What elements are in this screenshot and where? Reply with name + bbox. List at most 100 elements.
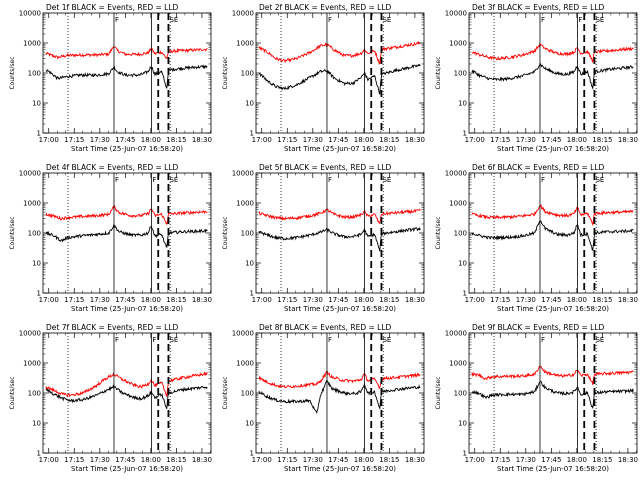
- y-tick-label: 1000: [449, 360, 467, 368]
- y-tick-label: 100: [241, 70, 254, 78]
- x-tick-label: 17:15: [490, 296, 510, 304]
- x-axis-label: Start Time (25-Jun-07 16:58:20): [497, 465, 609, 473]
- x-tick-label: 17:45: [541, 296, 561, 304]
- marker-label: F: [152, 176, 156, 184]
- panel-title: Det 2f BLACK = Events, RED = LLD: [259, 3, 392, 12]
- x-tick-label: 17:00: [39, 456, 59, 464]
- y-tick-label: 10: [458, 100, 467, 108]
- y-tick-label: 1: [250, 450, 254, 458]
- y-axis-label: Counts/sec: [222, 56, 229, 89]
- y-axis-label: Counts/sec: [222, 376, 229, 409]
- x-tick-label: 18:15: [379, 456, 399, 464]
- y-axis-label: Counts/sec: [435, 56, 442, 89]
- x-tick-label: 17:00: [465, 136, 485, 144]
- y-axis-label: Counts/sec: [435, 376, 442, 409]
- y-tick-label: 100: [454, 390, 467, 398]
- x-tick-label: 18:15: [166, 136, 186, 144]
- y-tick-label: 1000: [23, 200, 41, 208]
- marker-label: F: [328, 336, 332, 344]
- y-tick-label: 10: [458, 260, 467, 268]
- x-tick-label: 18:30: [405, 136, 425, 144]
- panel-3: Det 3f BLACK = Events, RED = LLD F F SE 1 10 1…: [435, 3, 638, 153]
- x-tick-label: 18:30: [618, 296, 638, 304]
- series-lld-line: [258, 40, 421, 65]
- series-events-line: [258, 379, 421, 414]
- marker-label: SE: [595, 16, 604, 24]
- x-tick-label: 17:45: [115, 296, 135, 304]
- y-tick-label: 10000: [232, 330, 254, 338]
- x-tick-label: 17:30: [90, 136, 110, 144]
- x-tick-label: 18:00: [141, 296, 161, 304]
- y-tick-label: 10: [32, 420, 41, 428]
- series-lld-line: [471, 203, 634, 227]
- marker-label: F: [541, 176, 545, 184]
- x-tick-label: 18:00: [141, 136, 161, 144]
- series-events-line: [45, 384, 208, 410]
- x-axis-label: Start Time (25-Jun-07 16:58:20): [71, 145, 183, 153]
- x-tick-label: 17:00: [252, 296, 272, 304]
- y-tick-label: 10000: [19, 170, 41, 178]
- x-tick-label: 18:30: [405, 296, 425, 304]
- series-lld-line: [45, 46, 208, 60]
- y-tick-label: 1: [37, 290, 41, 298]
- x-tick-label: 17:30: [303, 296, 323, 304]
- x-tick-label: 18:15: [592, 136, 612, 144]
- panel-title: Det 7f BLACK = Events, RED = LLD: [46, 323, 179, 332]
- series-lld-line: [258, 208, 421, 225]
- x-tick-label: 18:00: [567, 136, 587, 144]
- x-tick-label: 18:00: [354, 456, 374, 464]
- x-tick-label: 18:00: [567, 456, 587, 464]
- y-axis-label: Counts/sec: [435, 216, 442, 249]
- x-axis-label: Start Time (25-Jun-07 16:58:20): [71, 465, 183, 473]
- x-tick-label: 17:45: [328, 296, 348, 304]
- x-axis-label: Start Time (25-Jun-07 16:58:20): [284, 305, 396, 313]
- marker-label: SE: [382, 336, 391, 344]
- y-tick-label: 1: [37, 450, 41, 458]
- series-events-line: [45, 224, 208, 249]
- y-tick-label: 100: [28, 390, 41, 398]
- y-tick-label: 10: [458, 420, 467, 428]
- series-events-line: [471, 380, 634, 410]
- x-tick-label: 17:15: [64, 296, 84, 304]
- panel-title: Det 8f BLACK = Events, RED = LLD: [259, 323, 392, 332]
- x-axis-label: Start Time (25-Jun-07 16:58:20): [497, 305, 609, 313]
- panel-5: Det 5f BLACK = Events, RED = LLD F SE 1 10 10…: [222, 163, 425, 313]
- x-tick-label: 17:15: [64, 456, 84, 464]
- x-axis-label: Start Time (25-Jun-07 16:58:20): [284, 465, 396, 473]
- x-tick-label: 17:45: [541, 456, 561, 464]
- marker-label: SE: [169, 16, 178, 24]
- y-tick-label: 10: [32, 100, 41, 108]
- x-tick-label: 18:30: [192, 296, 212, 304]
- marker-label: F: [328, 16, 332, 24]
- y-tick-label: 100: [241, 390, 254, 398]
- x-tick-label: 18:00: [354, 296, 374, 304]
- marker-label: F: [115, 336, 119, 344]
- x-tick-label: 17:15: [64, 136, 84, 144]
- panel-8: Det 8f BLACK = Events, RED = LLD F SE 1 10 10…: [222, 323, 425, 473]
- marker-label: F: [541, 16, 545, 24]
- x-tick-label: 17:15: [490, 136, 510, 144]
- panel-2: Det 2f BLACK = Events, RED = LLD F SE 1 10 10…: [222, 3, 425, 153]
- marker-label: F: [115, 176, 119, 184]
- y-tick-label: 100: [28, 70, 41, 78]
- y-tick-label: 10000: [232, 10, 254, 18]
- y-tick-label: 10000: [19, 10, 41, 18]
- y-tick-label: 1000: [449, 200, 467, 208]
- x-tick-label: 17:30: [516, 456, 536, 464]
- y-tick-label: 1: [463, 290, 467, 298]
- x-tick-label: 17:45: [115, 136, 135, 144]
- x-tick-label: 17:45: [328, 456, 348, 464]
- y-tick-label: 1: [37, 130, 41, 138]
- x-tick-label: 17:30: [303, 456, 323, 464]
- panel-9: Det 9f BLACK = Events, RED = LLD F SE 1 10 10…: [435, 323, 638, 473]
- x-tick-label: 17:15: [277, 136, 297, 144]
- x-axis-label: Start Time (25-Jun-07 16:58:20): [284, 145, 396, 153]
- panel-7: Det 7f BLACK = Events, RED = LLD F F SE 1 10 1…: [9, 323, 212, 473]
- y-tick-label: 1000: [449, 40, 467, 48]
- y-axis-label: Counts/sec: [9, 376, 16, 409]
- series-lld-line: [45, 371, 208, 398]
- x-tick-label: 17:45: [541, 136, 561, 144]
- x-tick-label: 18:00: [567, 296, 587, 304]
- panel-title: Det 5f BLACK = Events, RED = LLD: [259, 163, 392, 172]
- y-tick-label: 10000: [445, 10, 467, 18]
